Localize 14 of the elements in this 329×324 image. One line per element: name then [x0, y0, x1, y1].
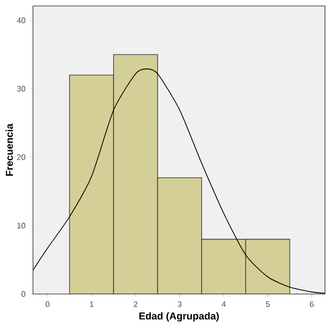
x-tick-label: 5 — [266, 301, 270, 307]
x-tick-label: 1 — [90, 301, 94, 307]
x-tick-label: 2 — [134, 301, 138, 307]
y-tick-label: 40 — [16, 18, 26, 24]
y-tick-label: 10 — [17, 222, 26, 228]
x-tick-label: 0 — [46, 301, 50, 308]
x-tick-label: 6 — [310, 301, 314, 308]
x-tick-label: 4 — [222, 301, 226, 307]
x-axis-title: Edad (Agrupada) — [139, 312, 219, 322]
y-axis-title: Frecuencia — [6, 124, 13, 176]
y-tick-label: 20 — [17, 154, 26, 160]
y-tick-label: 30 — [17, 86, 26, 92]
x-tick-label: 3 — [178, 301, 182, 308]
y-tick-label: 0 — [21, 291, 26, 297]
